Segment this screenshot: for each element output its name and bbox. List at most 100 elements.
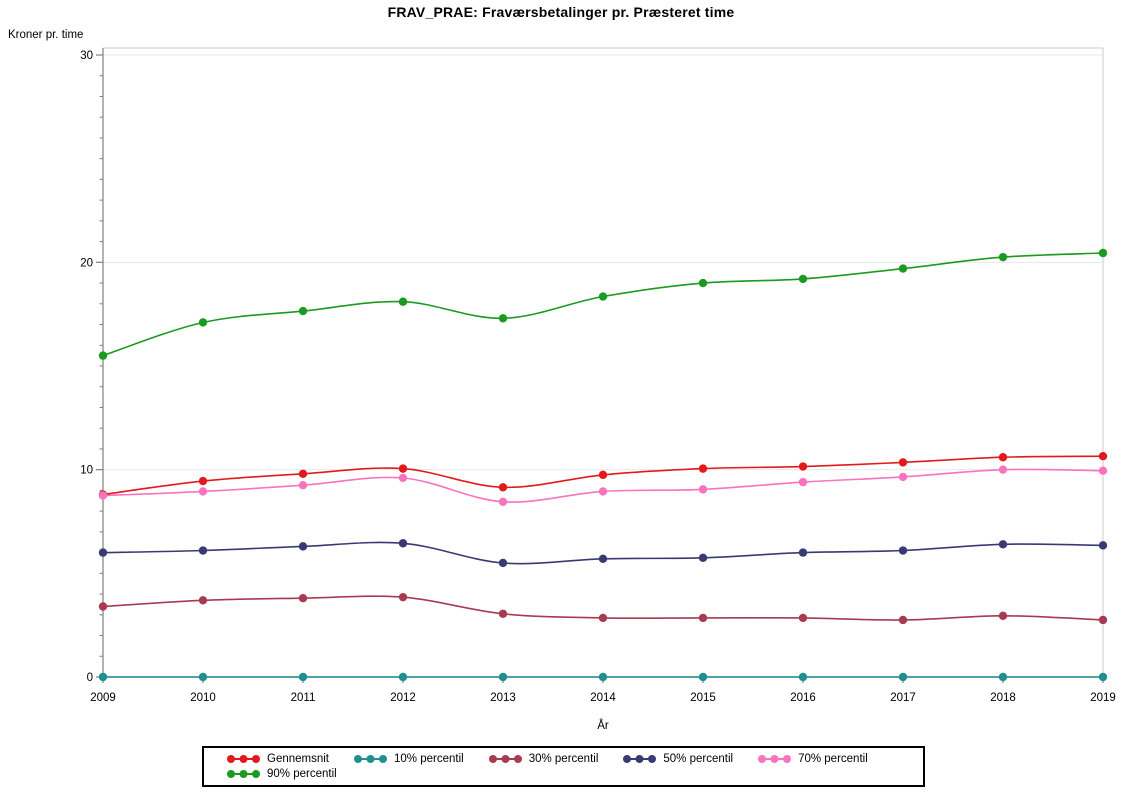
data-point [298,594,308,603]
data-point [198,476,208,486]
legend-series-marker-icon [354,755,388,763]
data-point [298,542,308,551]
x-axis-title: År [597,720,609,732]
data-point [998,611,1008,621]
data-point [398,539,408,548]
data-point [1098,466,1108,475]
data-point [698,553,708,562]
data-point [798,548,808,557]
x-tick-label: 2011 [291,692,316,704]
data-point [498,314,508,323]
x-tick-label: 2015 [690,692,716,704]
data-point [598,613,608,623]
series-line-90-percentil [102,252,1104,357]
data-point [698,464,708,473]
data-point [698,485,708,494]
legend-item: 30% percentil [488,753,599,765]
data-point [898,472,908,482]
data-point [698,278,708,288]
y-tick-label: 10 [80,465,93,477]
legend-label: 70% percentil [798,753,868,765]
data-point [98,602,108,611]
x-tick-label: 2012 [390,692,416,704]
y-axis-title: Kroner pr. time [8,29,84,41]
data-point [98,672,108,682]
data-point [998,252,1008,262]
data-point [798,672,808,682]
data-point [598,470,608,480]
data-point [798,477,808,487]
x-tick-label: 2017 [890,692,916,704]
data-point [198,318,208,327]
data-point [298,306,308,316]
data-point [98,491,108,500]
data-point [898,615,908,625]
x-tick-label: 2013 [490,692,516,704]
data-point [598,672,608,682]
data-point [198,672,208,682]
data-point [998,465,1008,474]
data-point [698,613,708,623]
data-point [1098,451,1108,461]
data-point [198,487,208,496]
data-point [798,462,808,471]
data-point [598,487,608,496]
data-point [598,554,608,564]
legend-item: Gennemsnit [226,753,329,765]
data-point [898,264,908,273]
data-point [798,274,808,284]
legend-series-marker-icon [623,755,657,763]
x-tick-label: 2018 [990,692,1016,704]
data-point [1098,672,1108,682]
y-tick-label: 0 [87,672,93,684]
legend-series-marker-icon [758,755,792,763]
legend: Gennemsnit 10% percentil 30% percentil 50% … [202,746,925,787]
data-point [398,473,408,483]
legend-label: 90% percentil [267,768,337,780]
data-point [98,351,108,360]
data-point [298,469,308,479]
data-point [898,672,908,682]
data-point [298,672,308,682]
data-point [398,672,408,682]
data-point [998,540,1008,549]
data-point [498,497,508,507]
x-tick-label: 2016 [790,692,816,704]
data-point [498,609,508,618]
legend-label: Gennemsnit [267,753,330,765]
data-point [398,297,408,306]
x-tick-label: 2010 [190,692,216,704]
data-point [598,292,608,301]
legend-series-marker-icon [227,770,260,778]
data-point [698,672,708,682]
legend-label: 10% percentil [394,753,464,765]
data-point [398,592,408,602]
data-point [198,546,208,555]
data-point [998,453,1008,462]
x-tick-label: 2009 [90,692,116,704]
data-point [298,481,308,490]
y-tick-label: 20 [80,257,93,269]
legend-series-marker-icon [488,755,522,763]
legend-item: 50% percentil [622,753,733,765]
data-point [1098,248,1108,258]
data-point [898,546,908,555]
chart-title: FRAV_PRAE: Fraværsbetalinger pr. Præster… [387,4,735,20]
data-point [1098,615,1108,625]
data-point [998,672,1008,682]
legend-series-marker-icon [227,755,260,763]
y-tick-label: 30 [80,50,93,62]
data-point [1098,541,1108,550]
data-point [498,558,508,568]
legend-label: 30% percentil [528,753,599,765]
x-tick-label: 2019 [1090,692,1116,704]
legend-label: 50% percentil [663,753,734,765]
x-tick-label: 2014 [590,692,616,704]
data-point [498,672,508,682]
data-point [398,464,408,473]
data-point [98,548,108,557]
legend-item: 90% percentil [226,768,337,780]
data-point [498,483,508,492]
